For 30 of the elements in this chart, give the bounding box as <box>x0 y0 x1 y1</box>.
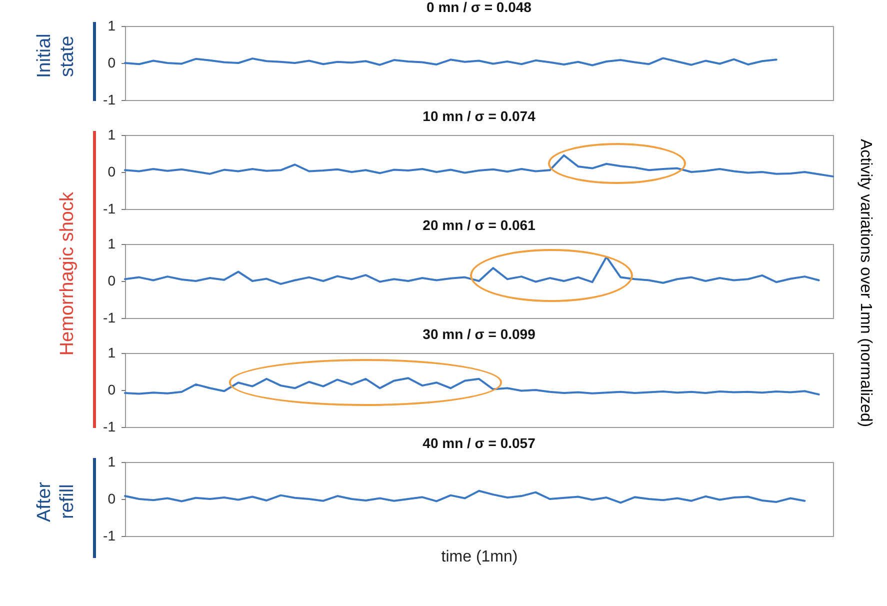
y-tick-label: -1 <box>103 528 116 544</box>
line-series <box>124 256 820 285</box>
text: After refill <box>33 480 79 524</box>
y-tick-label: 1 <box>108 344 116 360</box>
y-tick-label: -1 <box>103 418 116 434</box>
line-series <box>124 490 806 504</box>
line-series <box>124 154 834 178</box>
chart-title: 30 mn / σ = 0.099 <box>422 326 536 342</box>
y-tick-label: -1 <box>103 310 116 326</box>
line-series <box>124 57 778 66</box>
y-tick-label: -1 <box>103 92 116 108</box>
y-axis-title: Activity variations over 1mn (normalized) <box>856 138 875 430</box>
y-tick-label: 0 <box>108 382 116 398</box>
chart-title: 10 mn / σ = 0.074 <box>422 108 536 124</box>
y-tick-label: 1 <box>108 126 116 142</box>
y-tick-label: 0 <box>108 164 116 180</box>
y-tick-label: 1 <box>108 454 116 470</box>
y-tick-label: -1 <box>103 200 116 216</box>
y-tick-label: 1 <box>108 236 116 252</box>
y-tick-label: 1 <box>108 18 116 34</box>
text: Initial state <box>33 32 79 80</box>
x-axis-title: time (1mn) <box>441 548 518 566</box>
y-tick-label: 0 <box>108 272 116 288</box>
text: Hemorrhagic shock <box>56 192 79 356</box>
chart-title: 20 mn / σ = 0.061 <box>422 217 536 233</box>
y-tick-label: 0 <box>108 490 116 506</box>
chart-title: 40 mn / σ = 0.057 <box>422 435 536 451</box>
y-tick-label: 0 <box>108 54 116 70</box>
line-series <box>124 377 820 396</box>
chart-title: 0 mn / σ = 0.048 <box>426 0 532 15</box>
